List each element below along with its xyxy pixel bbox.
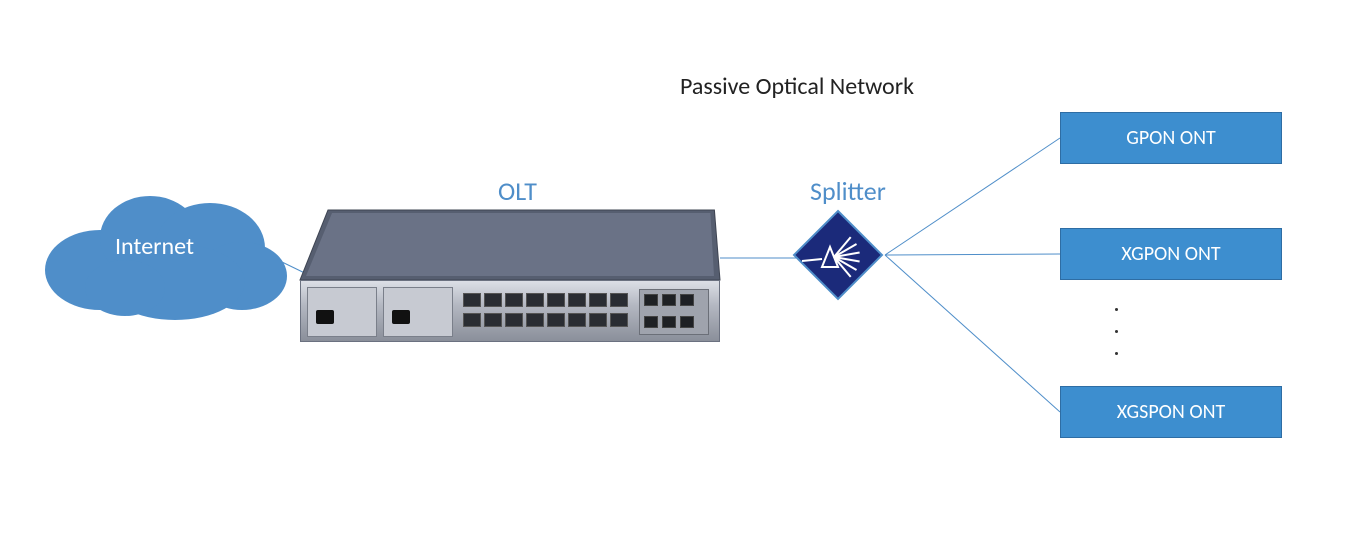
olt-front-panel bbox=[300, 280, 720, 342]
xgpon-ont-box: XGPON ONT bbox=[1060, 228, 1282, 280]
splitter-label: Splitter bbox=[810, 175, 886, 207]
olt-sfp-row-bottom bbox=[463, 313, 628, 327]
olt-top-panel bbox=[300, 210, 720, 282]
olt-label: OLT bbox=[498, 175, 537, 207]
gpon-ont-label: GPON ONT bbox=[1126, 126, 1216, 150]
splitter-icon bbox=[794, 211, 882, 299]
xgspon-ont-label: XGSPON ONT bbox=[1117, 400, 1225, 424]
olt-sfp-row-top bbox=[463, 293, 628, 307]
olt-psu-1 bbox=[307, 287, 377, 337]
olt-device-icon bbox=[300, 210, 720, 342]
olt-mgmt-block bbox=[639, 289, 709, 335]
xgspon-ont-box: XGSPON ONT bbox=[1060, 386, 1282, 438]
diagram-title: Passive Optical Network bbox=[680, 72, 914, 101]
olt-psu-2 bbox=[383, 287, 453, 337]
xgpon-ont-label: XGPON ONT bbox=[1121, 242, 1220, 266]
ellipsis-dot bbox=[1115, 308, 1118, 311]
gpon-ont-box: GPON ONT bbox=[1060, 112, 1282, 164]
ellipsis-dot bbox=[1115, 330, 1118, 333]
ellipsis-dot bbox=[1115, 352, 1118, 355]
internet-label: Internet bbox=[115, 232, 194, 261]
